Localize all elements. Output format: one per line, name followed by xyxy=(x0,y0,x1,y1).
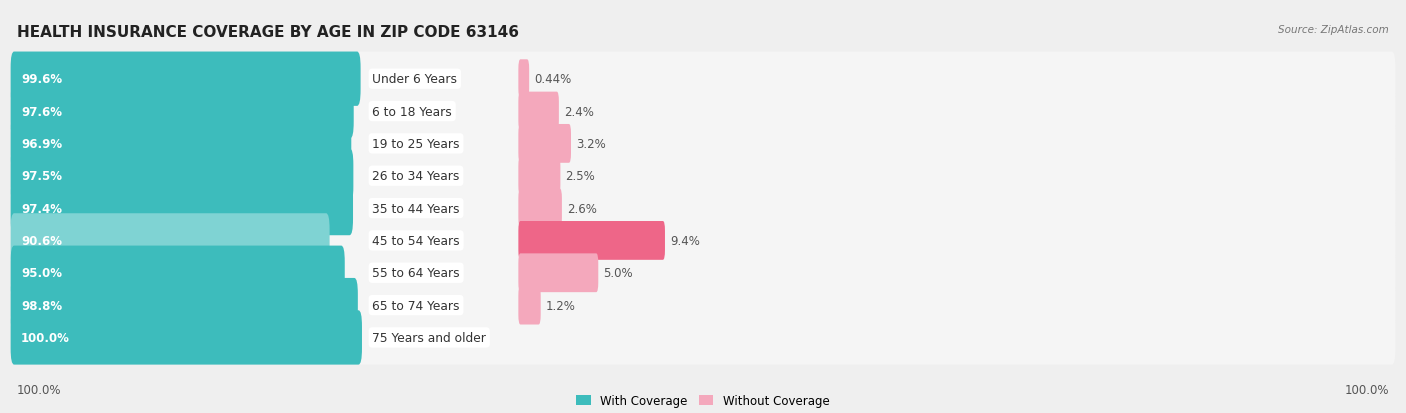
FancyBboxPatch shape xyxy=(11,85,354,139)
Text: HEALTH INSURANCE COVERAGE BY AGE IN ZIP CODE 63146: HEALTH INSURANCE COVERAGE BY AGE IN ZIP … xyxy=(17,25,519,40)
FancyBboxPatch shape xyxy=(11,214,1395,268)
Text: 97.5%: 97.5% xyxy=(21,170,62,183)
FancyBboxPatch shape xyxy=(519,286,541,325)
FancyBboxPatch shape xyxy=(519,221,665,260)
FancyBboxPatch shape xyxy=(11,181,1395,236)
FancyBboxPatch shape xyxy=(11,85,1395,139)
Text: 75 Years and older: 75 Years and older xyxy=(373,331,486,344)
FancyBboxPatch shape xyxy=(11,117,1395,171)
Text: 97.4%: 97.4% xyxy=(21,202,62,215)
Text: 19 to 25 Years: 19 to 25 Years xyxy=(373,138,460,150)
Text: 3.2%: 3.2% xyxy=(576,138,606,150)
FancyBboxPatch shape xyxy=(11,278,359,332)
Text: 100.0%: 100.0% xyxy=(17,384,62,396)
Text: 90.6%: 90.6% xyxy=(21,234,62,247)
FancyBboxPatch shape xyxy=(11,149,353,204)
Text: 99.6%: 99.6% xyxy=(21,73,62,86)
Text: 5.0%: 5.0% xyxy=(603,267,633,280)
FancyBboxPatch shape xyxy=(519,93,558,131)
FancyBboxPatch shape xyxy=(11,149,1395,204)
Text: 55 to 64 Years: 55 to 64 Years xyxy=(373,267,460,280)
FancyBboxPatch shape xyxy=(11,246,1395,300)
Text: 100.0%: 100.0% xyxy=(21,331,70,344)
Text: 6 to 18 Years: 6 to 18 Years xyxy=(373,105,453,118)
Text: 9.4%: 9.4% xyxy=(669,234,700,247)
Text: 1.2%: 1.2% xyxy=(546,299,575,312)
FancyBboxPatch shape xyxy=(11,214,329,268)
Text: 2.6%: 2.6% xyxy=(567,202,596,215)
FancyBboxPatch shape xyxy=(11,52,1395,107)
FancyBboxPatch shape xyxy=(11,246,344,300)
Text: 2.5%: 2.5% xyxy=(565,170,595,183)
Text: Under 6 Years: Under 6 Years xyxy=(373,73,457,86)
Text: 2.4%: 2.4% xyxy=(564,105,593,118)
FancyBboxPatch shape xyxy=(11,311,361,365)
FancyBboxPatch shape xyxy=(11,181,353,236)
FancyBboxPatch shape xyxy=(519,125,571,164)
Text: 95.0%: 95.0% xyxy=(21,267,62,280)
FancyBboxPatch shape xyxy=(11,52,360,107)
Text: 100.0%: 100.0% xyxy=(1344,384,1389,396)
Text: 98.8%: 98.8% xyxy=(21,299,62,312)
Text: 65 to 74 Years: 65 to 74 Years xyxy=(373,299,460,312)
FancyBboxPatch shape xyxy=(519,189,562,228)
Text: 35 to 44 Years: 35 to 44 Years xyxy=(373,202,460,215)
Text: 97.6%: 97.6% xyxy=(21,105,62,118)
Text: 96.9%: 96.9% xyxy=(21,138,62,150)
FancyBboxPatch shape xyxy=(11,278,1395,332)
FancyBboxPatch shape xyxy=(519,254,599,292)
Legend: With Coverage, Without Coverage: With Coverage, Without Coverage xyxy=(576,394,830,407)
Text: 0.44%: 0.44% xyxy=(534,73,571,86)
Text: 26 to 34 Years: 26 to 34 Years xyxy=(373,170,460,183)
Text: Source: ZipAtlas.com: Source: ZipAtlas.com xyxy=(1278,25,1389,35)
FancyBboxPatch shape xyxy=(11,117,352,171)
Text: 45 to 54 Years: 45 to 54 Years xyxy=(373,234,460,247)
FancyBboxPatch shape xyxy=(519,60,529,99)
FancyBboxPatch shape xyxy=(519,157,561,196)
FancyBboxPatch shape xyxy=(11,311,1395,365)
